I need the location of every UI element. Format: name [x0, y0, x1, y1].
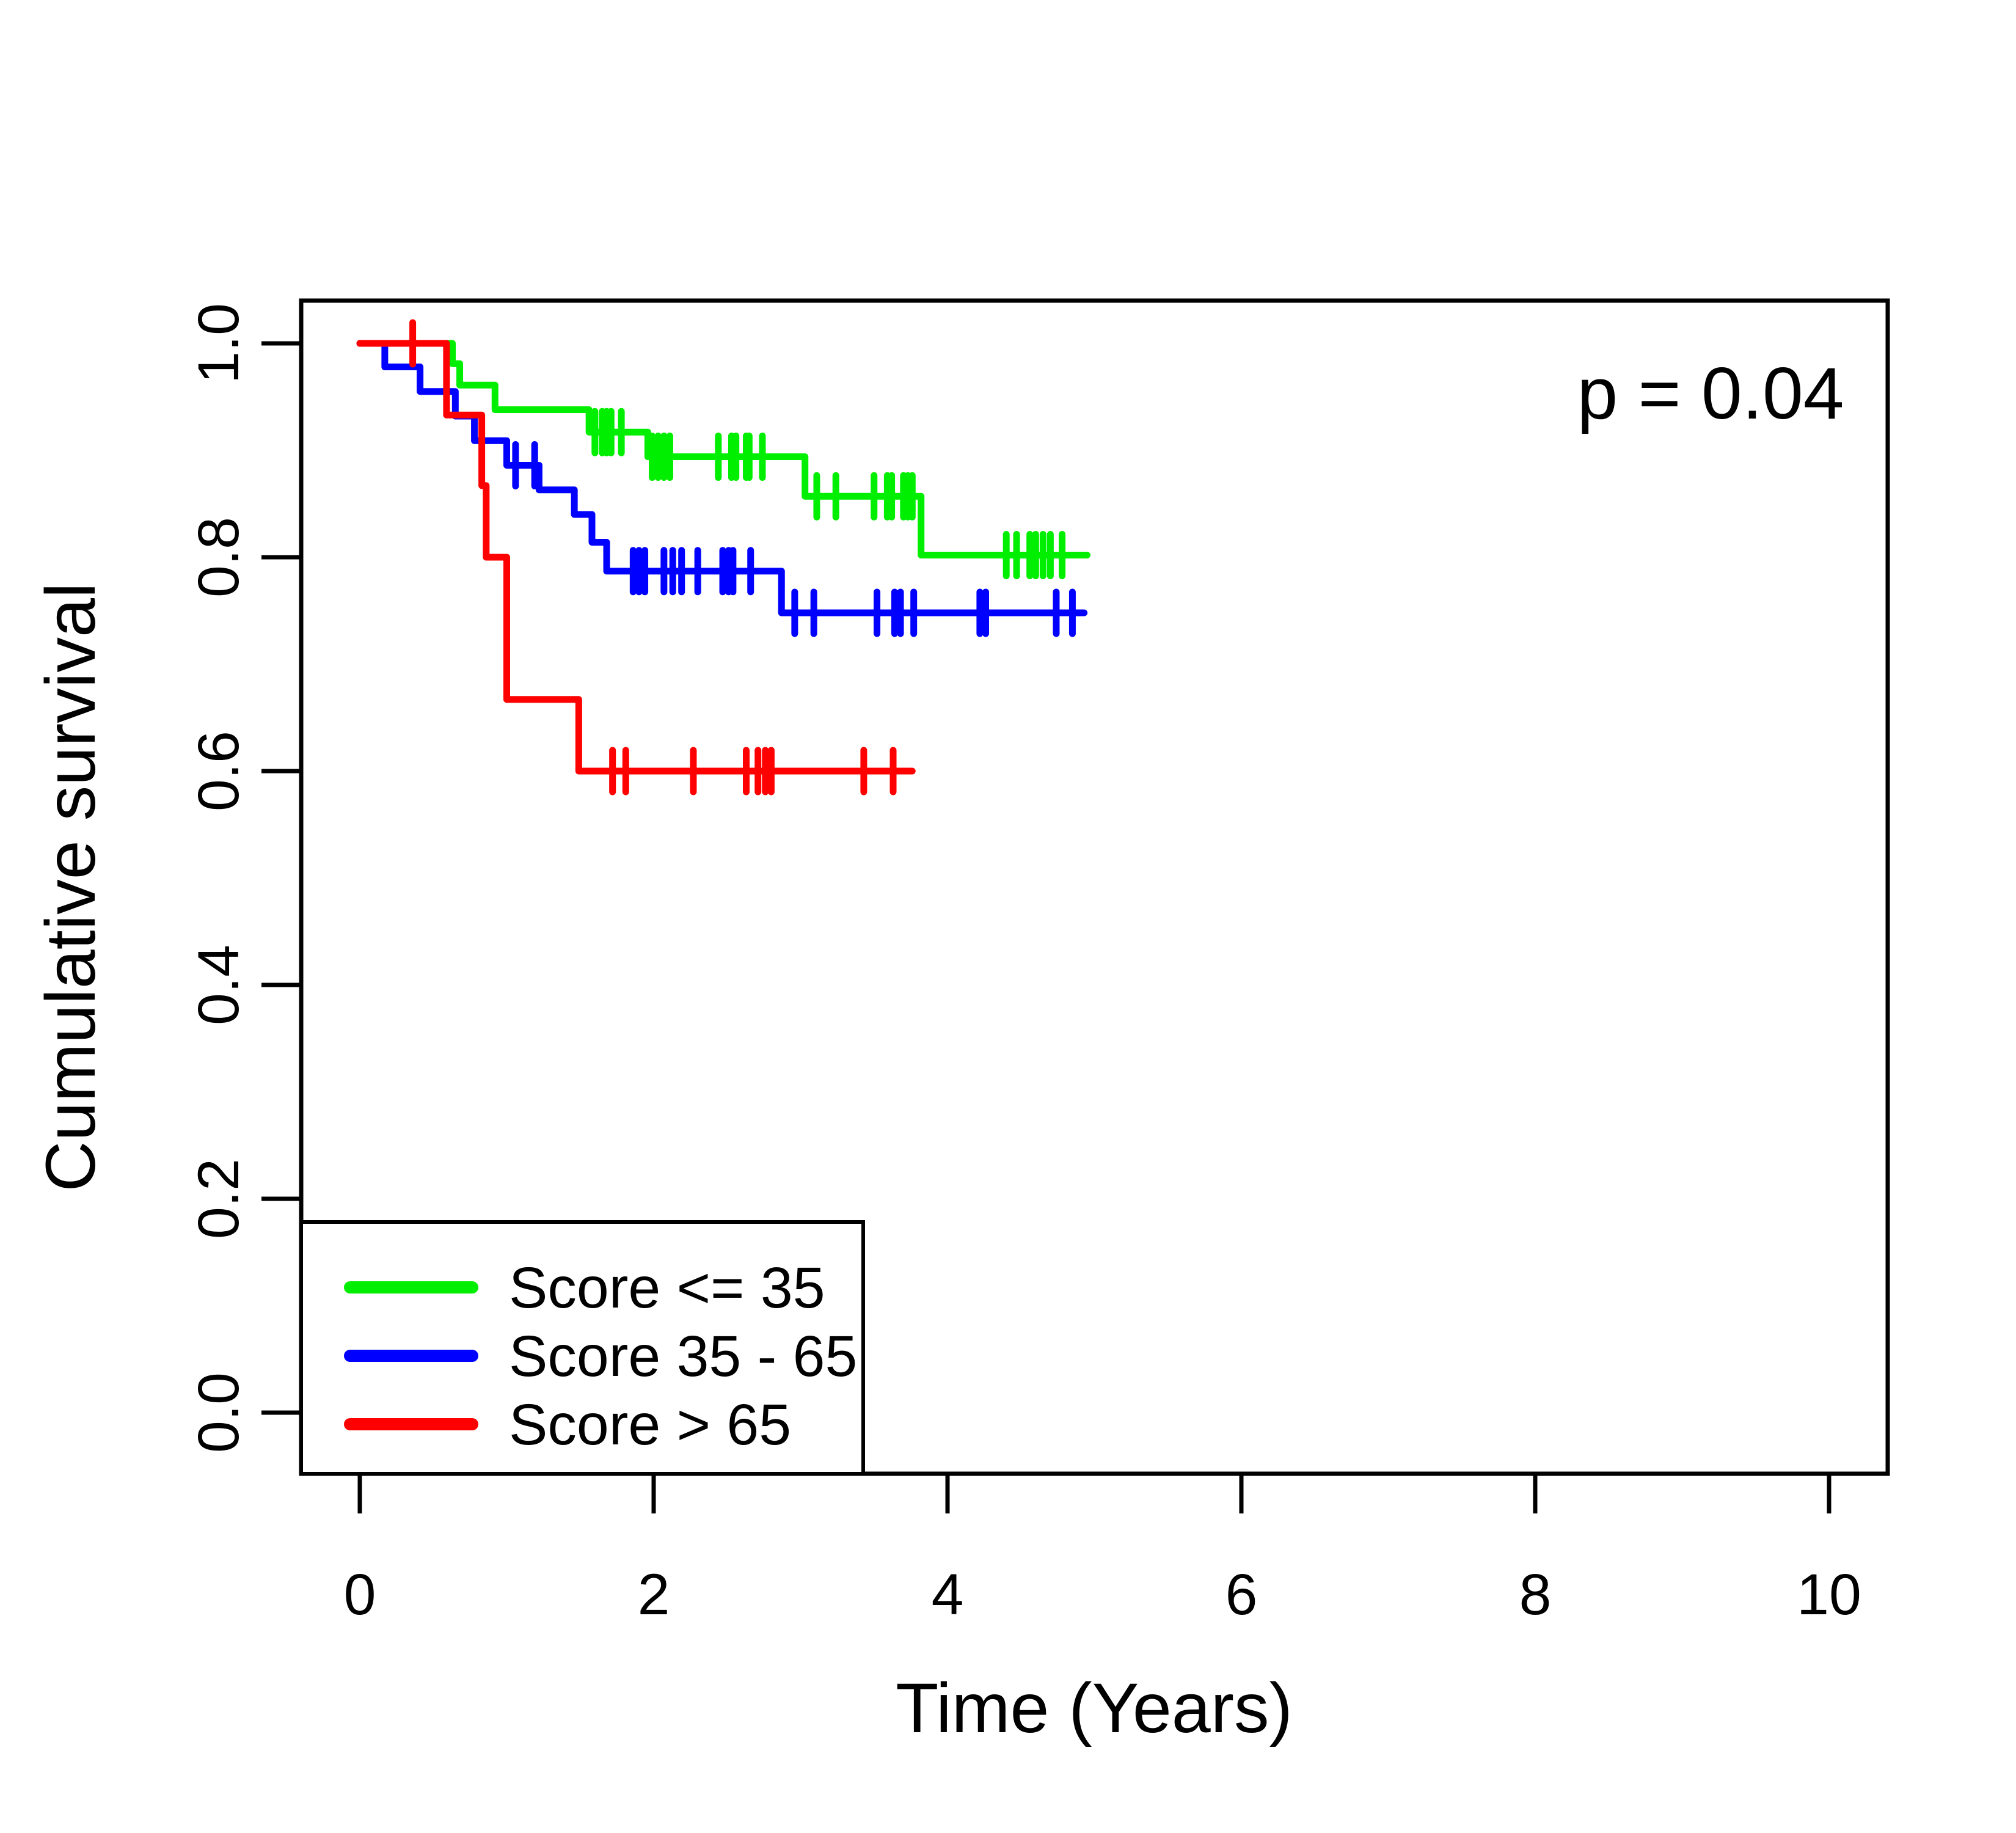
- plot-box: [299, 298, 1890, 1476]
- y-tick-label: 1.0: [186, 303, 251, 384]
- x-tick-label: 0: [344, 1562, 376, 1627]
- y-tick-label: 0.8: [186, 517, 251, 598]
- x-tick-label: 6: [1225, 1562, 1258, 1627]
- x-axis: 0 2 4 6 8 10: [344, 1474, 1861, 1627]
- legend-item-label: Score 35 - 65: [509, 1324, 857, 1389]
- x-tick-label: 2: [638, 1562, 670, 1627]
- y-axis: 1.0 0.8 0.6 0.4 0.2 0.0: [186, 303, 301, 1453]
- y-tick-label: 0.2: [186, 1158, 251, 1239]
- survival-step-curve: [356, 340, 1088, 616]
- series-score-35-65: [356, 340, 1088, 637]
- legend-item-label: Score > 65: [509, 1392, 791, 1457]
- survival-curves: [356, 319, 1090, 796]
- x-axis-title: Time (Years): [896, 1669, 1293, 1747]
- legend-item-label: Score <= 35: [509, 1256, 825, 1320]
- x-tick-label: 10: [1797, 1562, 1861, 1627]
- series-score-35: [356, 340, 1090, 579]
- legend-box: [299, 1220, 865, 1476]
- y-tick-label: 0.4: [186, 945, 251, 1025]
- x-tick-label: 8: [1519, 1562, 1552, 1627]
- survival-step-curve: [356, 340, 1090, 558]
- series-score-65: [356, 319, 916, 796]
- y-tick-label: 0.6: [186, 731, 251, 811]
- x-tick-label: 4: [932, 1562, 964, 1627]
- y-axis-title: Cumulative survival: [32, 583, 110, 1192]
- p-value-label: p = 0.04: [1577, 353, 1844, 434]
- y-tick-label: 0.0: [186, 1372, 251, 1453]
- survival-step-curve: [356, 340, 916, 775]
